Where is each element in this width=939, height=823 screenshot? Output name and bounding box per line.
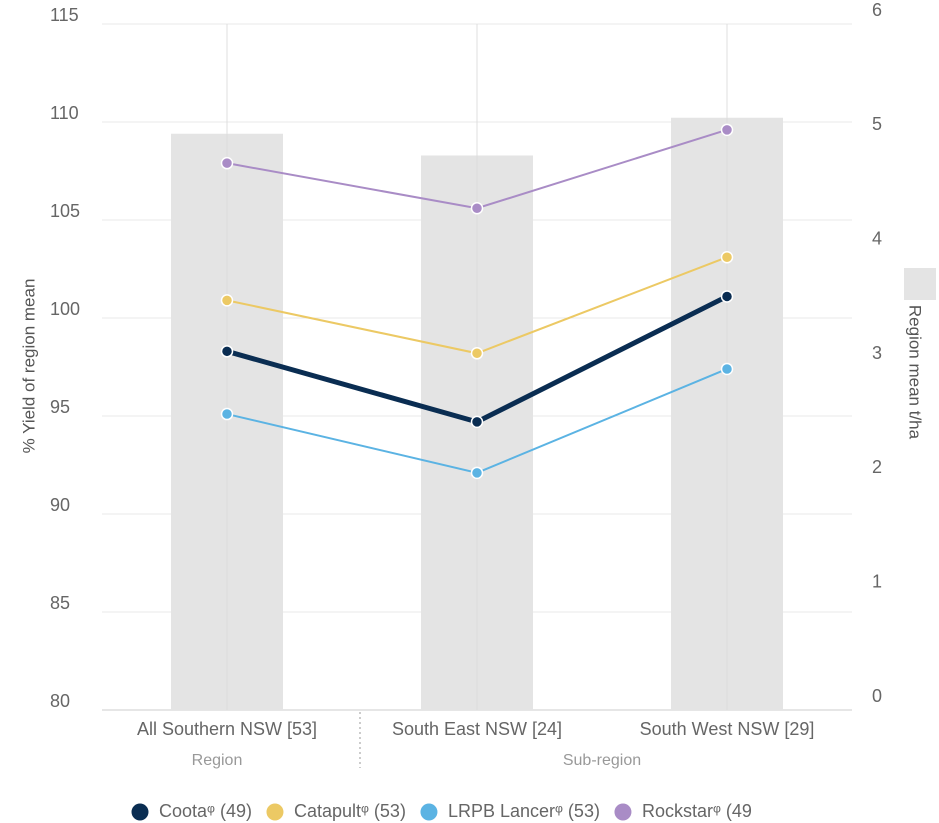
point xyxy=(720,250,734,264)
y-tick-label: 115 xyxy=(50,5,79,25)
y-tick-label: 85 xyxy=(50,593,70,613)
y2-tick-label: 4 xyxy=(872,228,882,248)
x-tick-label: All Southern NSW [53] xyxy=(137,719,317,739)
x-tick-label: South West NSW [29] xyxy=(640,719,815,739)
y2-tick-label: 2 xyxy=(872,457,882,477)
legend-swatch xyxy=(266,803,284,821)
y2-tick-label: 0 xyxy=(872,686,882,706)
point xyxy=(220,156,234,170)
legend-label: Cootaᵠ (49) xyxy=(159,801,252,821)
legend-label: Catapultᵠ (53) xyxy=(294,801,406,821)
y2-axis-label: Region mean t/ha xyxy=(906,305,925,440)
legend-label: LRPB Lancerᵠ (53) xyxy=(448,801,600,821)
y-tick-label: 90 xyxy=(50,495,70,515)
point xyxy=(470,201,484,215)
point xyxy=(720,290,734,303)
point xyxy=(470,415,484,429)
group-label: Sub-region xyxy=(563,752,641,769)
y2-tick-label: 3 xyxy=(872,343,882,363)
y-tick-label: 95 xyxy=(50,397,70,417)
point xyxy=(470,466,484,480)
point xyxy=(720,362,734,376)
bar-legend-swatch xyxy=(904,268,936,300)
y-tick-label: 105 xyxy=(50,201,80,221)
x-tick-label: South East NSW [24] xyxy=(392,719,562,739)
point xyxy=(720,123,734,137)
y-tick-label: 80 xyxy=(50,691,70,711)
group-label: Region xyxy=(192,752,243,769)
y-axis-label: % Yield of region mean xyxy=(19,279,38,454)
point xyxy=(220,294,234,307)
y2-tick-label: 1 xyxy=(872,571,882,591)
point xyxy=(220,345,234,358)
point xyxy=(470,347,484,360)
legend-swatch xyxy=(131,803,149,821)
y2-tick-label: 6 xyxy=(872,0,882,20)
y2-tick-label: 5 xyxy=(872,114,882,134)
y-tick-label: 100 xyxy=(50,299,80,319)
legend-swatch xyxy=(614,803,632,821)
point xyxy=(220,407,234,421)
y-tick-label: 110 xyxy=(50,103,79,123)
legend-swatch xyxy=(420,803,438,821)
legend-label: Rockstarᵠ (49 xyxy=(642,801,752,821)
